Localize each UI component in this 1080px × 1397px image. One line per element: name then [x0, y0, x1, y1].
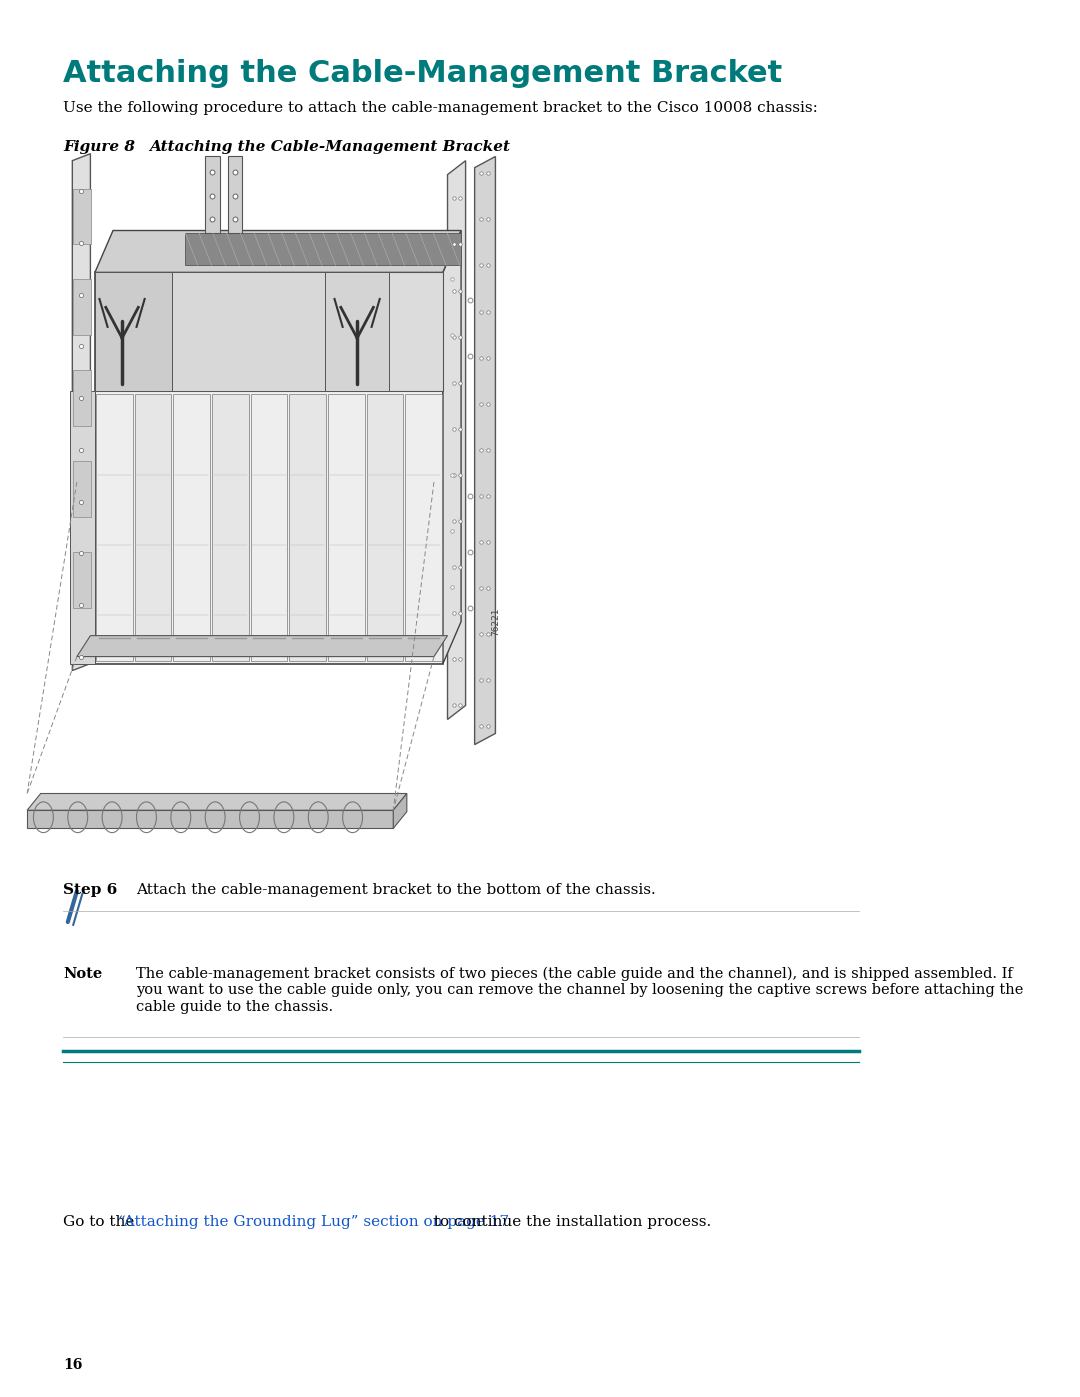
Text: Use the following procedure to attach the cable-management bracket to the Cisco : Use the following procedure to attach th…	[64, 101, 819, 115]
Text: The cable-management bracket consists of two pieces (the cable guide and the cha: The cable-management bracket consists of…	[136, 967, 1023, 1013]
Text: Attaching the Cable-Management Bracket: Attaching the Cable-Management Bracket	[64, 59, 783, 88]
Bar	[135, 394, 172, 661]
Polygon shape	[77, 636, 447, 657]
Bar	[212, 394, 248, 661]
Text: 76221: 76221	[491, 608, 500, 636]
Bar	[69, 391, 95, 664]
Polygon shape	[186, 233, 461, 265]
Bar	[289, 394, 326, 661]
Bar	[96, 394, 133, 661]
Polygon shape	[443, 231, 461, 664]
Bar	[73, 552, 92, 608]
Text: Note: Note	[64, 967, 103, 981]
Polygon shape	[447, 161, 465, 719]
Bar	[173, 394, 210, 661]
Bar	[328, 394, 365, 661]
Text: Attaching the Cable-Management Bracket: Attaching the Cable-Management Bracket	[149, 140, 510, 154]
Text: Figure 8: Figure 8	[64, 140, 135, 154]
Polygon shape	[27, 793, 407, 810]
Bar	[205, 156, 219, 233]
Polygon shape	[72, 154, 91, 671]
Bar	[73, 461, 92, 517]
Bar	[325, 272, 389, 391]
Text: to continue the installation process.: to continue the installation process.	[430, 1215, 712, 1229]
Bar	[172, 272, 325, 391]
Polygon shape	[95, 231, 461, 272]
Bar	[251, 394, 287, 661]
Bar	[405, 394, 442, 661]
Text: Go to the: Go to the	[64, 1215, 139, 1229]
Bar	[73, 279, 92, 335]
Polygon shape	[474, 156, 496, 745]
Bar	[73, 370, 92, 426]
Text: Attach the cable-management bracket to the bottom of the chassis.: Attach the cable-management bracket to t…	[136, 883, 656, 897]
Polygon shape	[27, 810, 393, 828]
Bar	[73, 189, 92, 244]
Bar	[228, 156, 242, 233]
Bar	[366, 394, 404, 661]
Text: 16: 16	[64, 1358, 83, 1372]
Text: “Attaching the Grounding Lug” section on page 17: “Attaching the Grounding Lug” section on…	[118, 1215, 509, 1229]
Bar	[95, 272, 443, 391]
Polygon shape	[393, 793, 407, 828]
Bar	[95, 272, 172, 391]
Polygon shape	[95, 272, 443, 664]
Text: Step 6: Step 6	[64, 883, 118, 897]
